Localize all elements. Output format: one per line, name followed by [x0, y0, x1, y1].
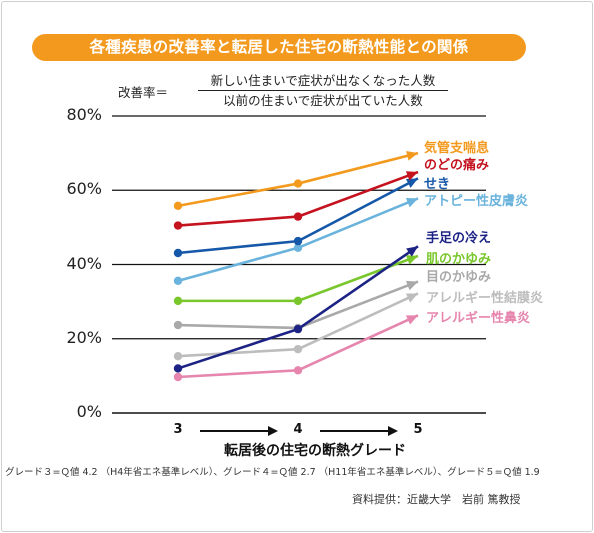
- series-point-9-2: [293, 366, 303, 375]
- legend-label-3: せき: [424, 177, 451, 192]
- grade-footnote: グレード３=Ｑ値 4.2 （H4年省エネ基準レベル）、グレード４=Ｑ値 2.7 …: [5, 467, 540, 478]
- x-tick-label-5: 5: [413, 422, 423, 437]
- series-point-2-2: [293, 212, 303, 221]
- y-tick-label-20: 20%: [66, 327, 102, 347]
- y-tick-label-0: 0%: [76, 402, 102, 421]
- series-point-9-1: [173, 372, 183, 382]
- legend-label-1: 気管支喘息: [424, 141, 490, 156]
- series-point-3-2: [293, 236, 303, 246]
- series-arrowhead-7: [405, 280, 418, 291]
- legend-label-9: アレルギー性鼻炎: [426, 311, 531, 326]
- legend-label-8: アレルギー性結膜炎: [426, 291, 544, 306]
- legend-label-6: 肌のかゆみ: [426, 252, 492, 267]
- series-point-6-1: [173, 296, 183, 306]
- series-point-1-2: [293, 179, 303, 188]
- legend-label-4: アトピー性皮膚炎: [424, 194, 529, 209]
- formula-numerator: 新しい住まいで症状が出なくなった人数: [210, 73, 436, 88]
- chart-title: 各種疾患の改善率と転居した住宅の断熱性能との関係: [32, 34, 526, 61]
- fraction-bar: [198, 90, 448, 91]
- series-arrowhead-1: [406, 150, 418, 161]
- legend-label-7: 目のかゆみ: [426, 270, 492, 285]
- series-point-8-2: [293, 344, 303, 354]
- x-tick-label-3: 3: [173, 422, 183, 437]
- legend-label-2: のどの痛み: [424, 158, 490, 173]
- series-arrowhead-4: [405, 197, 418, 208]
- series-point-8-1: [173, 351, 183, 361]
- series-arrowhead-9: [405, 315, 418, 325]
- series-point-3-1: [173, 248, 183, 258]
- series-arrowhead-3: [405, 178, 418, 188]
- x-axis-label: 転居後の住宅の断熱グレード: [224, 443, 406, 459]
- legend-label-5: 手足の冷え: [426, 231, 492, 246]
- series-arrowhead-6: [405, 255, 418, 265]
- series-point-2-1: [173, 221, 183, 230]
- y-tick-label-40: 40%: [66, 253, 102, 273]
- formula-fraction: 新しい住まいで症状が出なくなった人数 以前の住まいで症状が出ていた人数: [198, 72, 448, 109]
- series-point-6-2: [293, 296, 303, 306]
- series-point-4-1: [173, 276, 183, 286]
- formula-lhs: 改善率＝: [118, 85, 169, 100]
- x-arrowhead-2: [388, 426, 398, 436]
- formula-denominator: 以前の住まいで症状が出ていた人数: [223, 93, 423, 108]
- series-arrowhead-2: [405, 171, 418, 181]
- data-credit: 資料提供：近畿大学 岩前 篤教授: [352, 493, 521, 506]
- series-point-7-1: [173, 320, 183, 330]
- series-arrowhead-8: [405, 293, 418, 303]
- series-point-5-2: [293, 324, 303, 334]
- x-tick-label-4: 4: [293, 422, 303, 437]
- y-tick-label-80: 80%: [66, 105, 102, 124]
- series-point-1-1: [173, 201, 183, 211]
- series-arrowhead-5: [406, 246, 418, 257]
- y-tick-label-60: 60%: [66, 179, 102, 199]
- series-point-4-2: [293, 243, 303, 252]
- x-arrowhead-1: [268, 426, 278, 436]
- series-point-5-1: [173, 364, 183, 373]
